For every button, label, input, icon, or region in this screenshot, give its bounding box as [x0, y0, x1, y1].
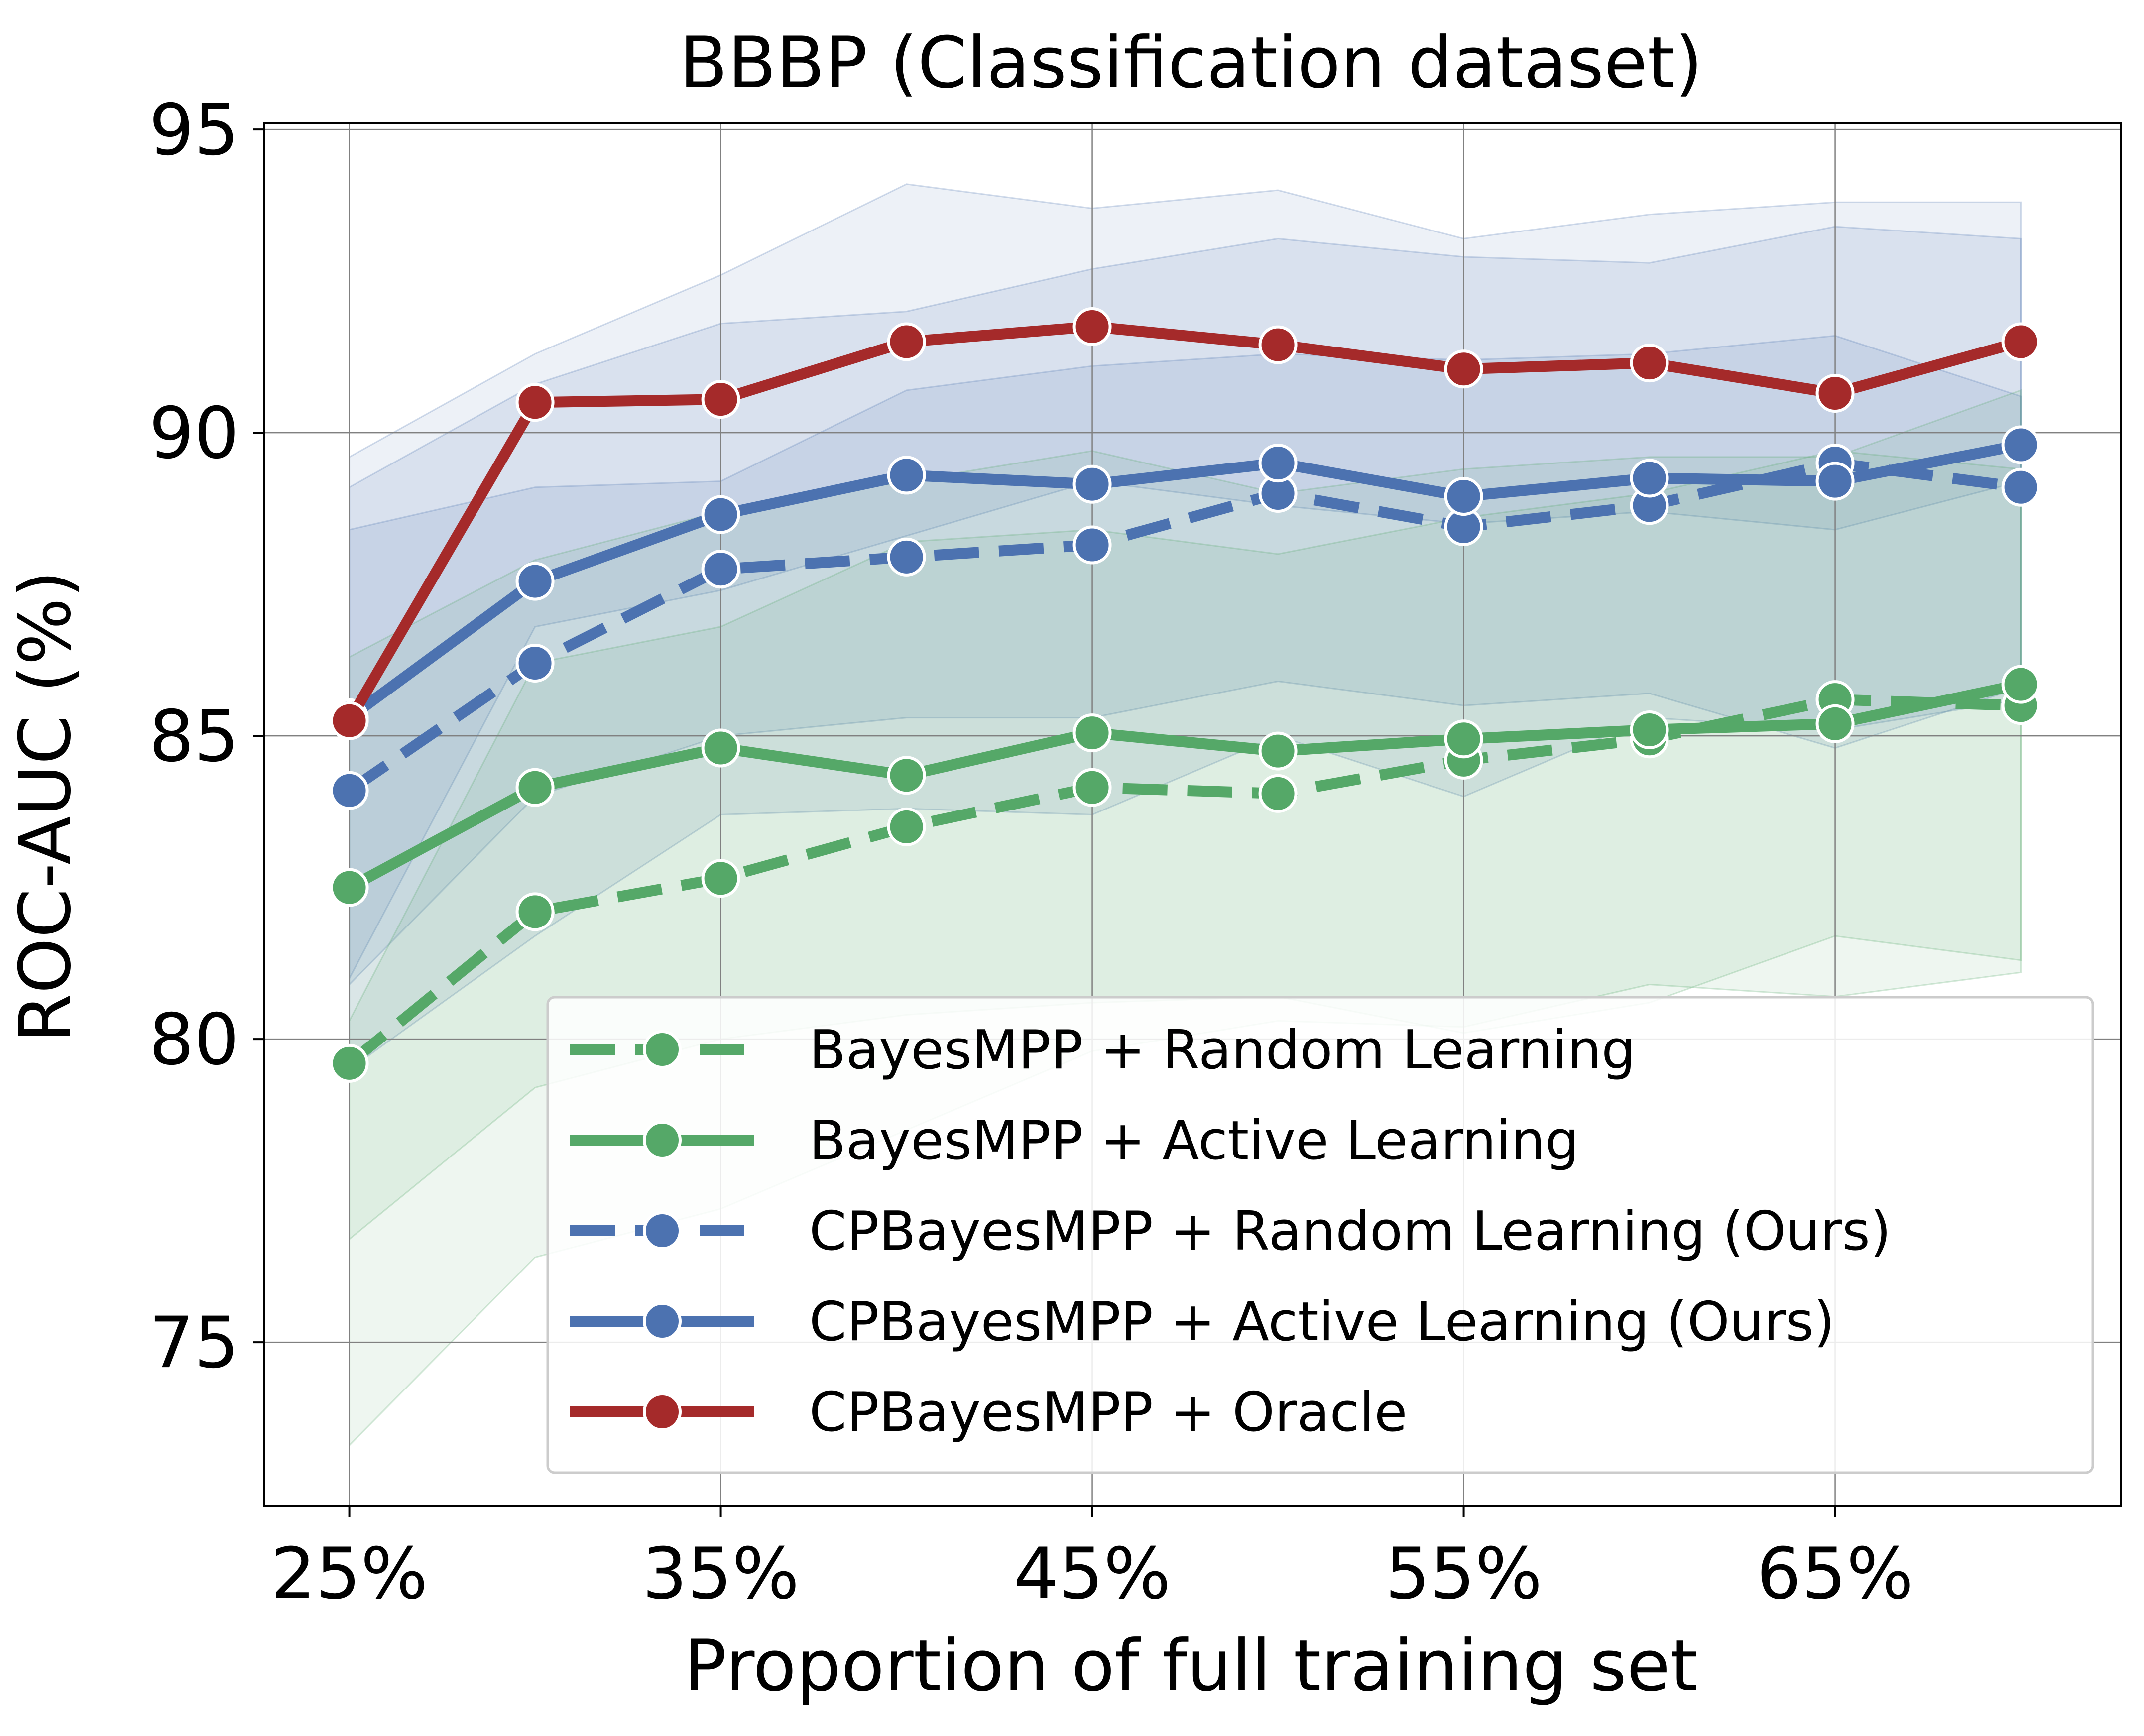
series-4-point-4 [1072, 307, 1112, 347]
x-tick-label-2: 45% [1014, 1533, 1171, 1615]
series-4-point-1 [515, 383, 555, 422]
series-2-point-4 [1072, 525, 1112, 565]
series-1-point-6 [1444, 719, 1483, 759]
plot-frame [263, 122, 2122, 1507]
series-3-point-5 [1258, 444, 1298, 483]
series-3 [330, 425, 2040, 737]
series-2-point-3 [887, 537, 926, 577]
series-1-point-3 [887, 756, 926, 795]
x-tick-label-3: 55% [1385, 1533, 1543, 1615]
series-4-point-0 [330, 701, 369, 740]
series-0-point-0 [330, 1043, 369, 1083]
y-tick-label-1: 80 [149, 999, 239, 1081]
series-0-point-1 [515, 892, 555, 931]
y-axis-label: ROC-AUC (%) [4, 571, 87, 1043]
series-3-point-6 [1444, 477, 1483, 516]
series-line-1 [347, 679, 2022, 893]
series-1-point-9 [2001, 665, 2040, 704]
series-0-point-4 [1072, 768, 1112, 807]
legend-label-1: BayesMPP + Active Learning [809, 1110, 1579, 1172]
y-axis-ticks: 75 80 85 90 95 [149, 89, 264, 1384]
y-tick-label-2: 85 [149, 695, 239, 778]
series-1-point-0 [330, 868, 369, 907]
series-3-point-4 [1072, 464, 1112, 504]
series-0-point-3 [887, 807, 926, 846]
series-1 [330, 665, 2040, 907]
legend-label-3: CPBayesMPP + Active Learning (Ours) [809, 1291, 1835, 1353]
series-line-0 [346, 694, 2021, 1068]
series-3-point-9 [2001, 425, 2040, 464]
series-0-point-2 [701, 859, 740, 898]
series-line-4 [345, 321, 2023, 724]
legend: BayesMPP + Random Learning BayesMPP + Act… [546, 996, 2094, 1474]
x-tick-label-1: 35% [642, 1533, 800, 1615]
series-3-point-8 [1815, 462, 1855, 501]
x-axis-label: Proportion of full training set [684, 1625, 1698, 1707]
series-3-point-3 [887, 456, 926, 495]
series-3-point-7 [1630, 459, 1669, 498]
legend-marker-3 [643, 1302, 682, 1341]
x-tick-label-4: 65% [1757, 1533, 1914, 1615]
series-3-point-2 [701, 495, 740, 534]
series-1-point-4 [1072, 713, 1112, 753]
legend-label-4: CPBayesMPP + Oracle [809, 1382, 1407, 1444]
series-1-point-5 [1258, 731, 1298, 771]
series-4 [330, 307, 2040, 740]
legend-marker-0 [643, 1030, 682, 1069]
legend-marker-1 [643, 1121, 682, 1159]
series-4-point-3 [887, 322, 926, 361]
series-1-point-8 [1815, 704, 1855, 743]
series-4-point-7 [1630, 344, 1669, 383]
x-axis-ticks: 25% 35% 45% 55% 65% [271, 1506, 1914, 1615]
series-1-point-7 [1630, 710, 1669, 749]
series-line-3 [346, 439, 2022, 722]
legend-label-2: CPBayesMPP + Random Learning (Ours) [809, 1200, 1891, 1263]
series-2-point-1 [515, 644, 555, 683]
series-1-point-1 [515, 768, 555, 807]
series-1-point-2 [701, 728, 740, 768]
series-2 [330, 444, 2040, 810]
series-4-point-5 [1258, 325, 1298, 364]
legend-marker-2 [643, 1211, 682, 1250]
series-3-point-1 [515, 562, 555, 601]
y-tick-label-0: 75 [149, 1302, 239, 1384]
legend-label-0: BayesMPP + Random Learning [809, 1019, 1636, 1081]
series-0-point-5 [1258, 774, 1298, 813]
series-4-point-8 [1815, 374, 1855, 413]
series-4-point-9 [2001, 322, 2040, 361]
y-tick-label-4: 95 [149, 89, 239, 171]
x-tick-label-0: 25% [271, 1533, 428, 1615]
series-4-point-2 [701, 380, 740, 419]
series-4-point-6 [1444, 349, 1483, 389]
series-lines [330, 307, 2040, 1083]
series-2-point-2 [701, 550, 740, 589]
legend-box [546, 996, 2094, 1474]
legend-marker-4 [643, 1392, 682, 1431]
y-tick-label-3: 90 [149, 392, 239, 474]
series-2-point-0 [330, 771, 369, 810]
chart-title: BBBP (Classification dataset) [679, 22, 1702, 104]
series-2-point-9 [2001, 467, 2040, 507]
series-line-2 [346, 458, 2022, 795]
